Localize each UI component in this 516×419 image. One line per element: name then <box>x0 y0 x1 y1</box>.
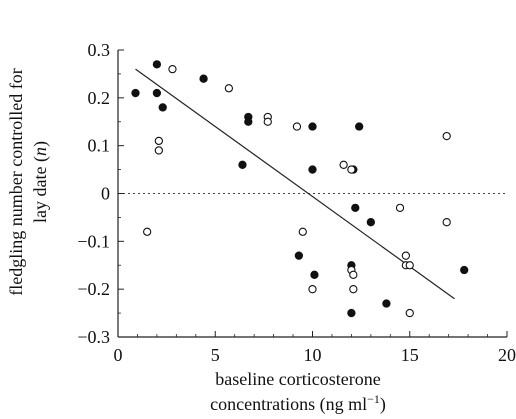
open-data-point <box>292 122 302 131</box>
x-axis-title-text: concentrations (ng ml <box>210 394 367 415</box>
x-axis-title-close: ) <box>380 394 386 415</box>
filled-data-point <box>366 218 375 227</box>
regression-line <box>135 68 455 300</box>
y-tick-label: 0 <box>101 184 110 204</box>
filled-data-point <box>308 122 317 131</box>
y-tick-label: 0.2 <box>88 88 111 108</box>
filled-data-point <box>355 122 364 131</box>
open-data-point <box>298 227 307 236</box>
open-data-point <box>401 251 411 260</box>
x-axis-title-line-1: baseline corticosterone <box>215 369 380 389</box>
filled-data-point <box>382 299 391 308</box>
filled-data-point <box>152 60 162 69</box>
filled-data-point <box>158 103 167 112</box>
open-data-point <box>405 261 414 270</box>
open-data-point <box>339 160 348 169</box>
y-tick-label: 0.3 <box>88 40 111 60</box>
y-tick-label: 0.1 <box>88 136 111 156</box>
open-data-point <box>347 165 356 174</box>
filled-data-point <box>460 265 469 275</box>
regression-line-layer <box>135 68 455 300</box>
x-tick-label: 0 <box>114 345 123 365</box>
filled-data-point <box>310 270 319 279</box>
open-data-point <box>442 131 451 141</box>
open-data-point <box>168 64 177 74</box>
x-axis-title-line-2: concentrations (ng ml−1) <box>210 392 386 415</box>
filled-data-point <box>308 165 317 174</box>
y-tick-label: −0.1 <box>77 231 110 251</box>
x-tick-label: 10 <box>304 345 322 365</box>
y-tick-label: −0.2 <box>77 279 110 299</box>
y-axis-title-line-2: lay date (n) <box>30 141 51 223</box>
open-data-point <box>143 227 152 236</box>
filled-data-point <box>347 308 356 318</box>
open-data-point <box>154 146 163 155</box>
filled-data-point <box>244 117 253 126</box>
y-axis-ticks: 0.3 0.2 0.1 0 −0.1 −0.2 −0.3 <box>77 40 124 347</box>
open-data-point <box>442 218 451 227</box>
filled-data-point <box>199 74 208 83</box>
open-data-point <box>349 285 358 294</box>
filled-data-point <box>131 88 140 98</box>
y-axis-title-close: ) <box>30 141 51 147</box>
open-data-point <box>154 136 163 146</box>
y-axis-title-text: lay date ( <box>30 156 51 223</box>
y-tick-label: −0.3 <box>77 327 110 347</box>
filled-data-point <box>152 88 162 98</box>
open-data-point <box>395 203 405 212</box>
filled-data-point <box>294 251 304 260</box>
x-tick-label: 20 <box>498 345 516 365</box>
filled-data-point <box>238 160 247 169</box>
x-axis-ticks: 0 5 10 15 20 <box>114 331 516 365</box>
x-tick-label: 15 <box>401 345 419 365</box>
x-axis-title-superscript: −1 <box>367 392 380 406</box>
open-data-point <box>405 308 414 318</box>
open-data-point <box>224 84 234 93</box>
x-tick-label: 5 <box>211 345 220 365</box>
open-data-point <box>263 117 272 126</box>
y-axis-title-italic: n <box>30 147 50 156</box>
filled-data-point <box>351 203 360 212</box>
y-axis-title-line-1: fledgling number controlled for <box>6 68 26 295</box>
open-data-point <box>308 285 317 294</box>
open-data-point <box>349 270 358 279</box>
data-points-layer <box>131 60 469 318</box>
